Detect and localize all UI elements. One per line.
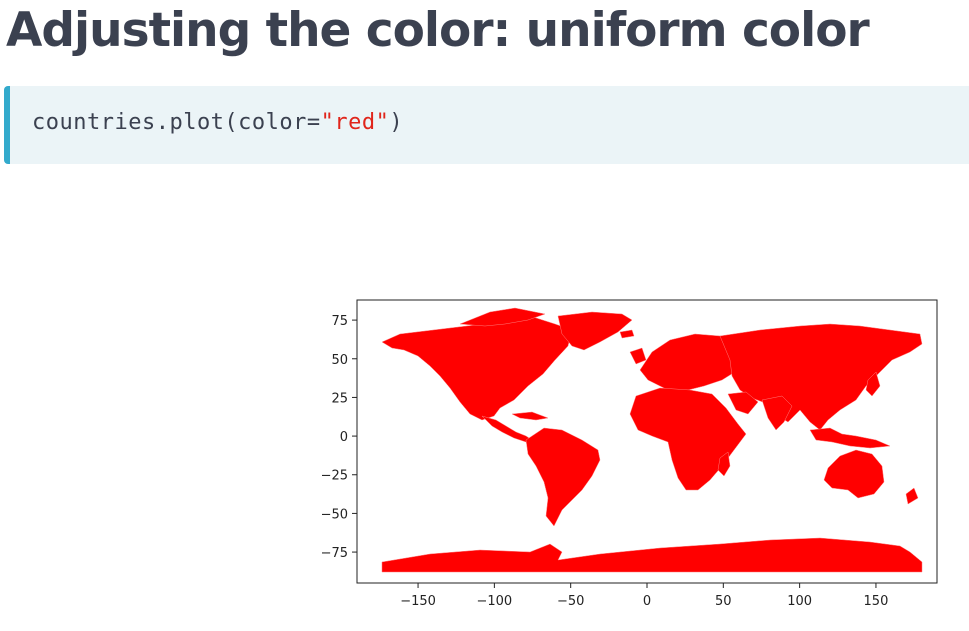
africa-shape — [629, 387, 747, 491]
north-america-shape — [381, 311, 573, 421]
y-tick-label: 25 — [331, 391, 348, 406]
map-figure: 75 50 25 0 −25 −50 −75 −150 −100 −50 0 50 100 150 — [300, 290, 960, 629]
madagascar-shape — [717, 451, 731, 477]
code-line: countries.plot(color="red") — [32, 110, 403, 135]
y-tick-label: 75 — [331, 314, 348, 329]
y-tick-label: 0 — [340, 430, 348, 445]
code-string-literal: "red" — [320, 110, 390, 135]
central-america-shape — [481, 415, 533, 443]
x-tick-label: −100 — [477, 594, 513, 609]
new-zealand-shape — [905, 487, 919, 505]
uk-iceland-shape — [619, 329, 647, 365]
x-tick-label: −50 — [557, 594, 584, 609]
x-tick-label: 0 — [643, 594, 651, 609]
y-tick-label: −75 — [321, 546, 348, 561]
x-tick-label: 100 — [787, 594, 812, 609]
y-tick-label: −50 — [321, 507, 348, 522]
southeast-asia-islands-shape — [809, 427, 891, 449]
y-tick-label: 50 — [331, 353, 348, 368]
arctic-islands-shape — [459, 307, 546, 327]
x-tick-label: 50 — [715, 594, 732, 609]
map-layer — [381, 307, 923, 573]
greenland-shape — [557, 311, 633, 351]
y-axis-ticks: 75 50 25 0 −25 −50 −75 — [321, 314, 357, 561]
antarctica-shape — [381, 537, 923, 573]
x-axis-ticks: −150 −100 −50 0 50 100 150 — [400, 583, 888, 609]
asia-shape — [719, 323, 923, 431]
code-text-close: ) — [389, 110, 404, 135]
x-tick-label: 150 — [864, 594, 889, 609]
arabia-india-shape — [727, 391, 793, 431]
south-america-shape — [525, 427, 601, 527]
map-plot: 75 50 25 0 −25 −50 −75 −150 −100 −50 0 50 100 150 — [321, 299, 938, 609]
japan-shape — [865, 371, 881, 397]
code-text: countries.plot(color= — [32, 110, 321, 135]
y-tick-label: −25 — [321, 469, 348, 484]
caribbean-shape — [511, 411, 549, 421]
slide-title: Adjusting the color: uniform color — [6, 3, 870, 58]
x-tick-label: −150 — [400, 594, 436, 609]
australia-shape — [823, 449, 885, 499]
code-block: countries.plot(color="red") — [4, 86, 969, 164]
